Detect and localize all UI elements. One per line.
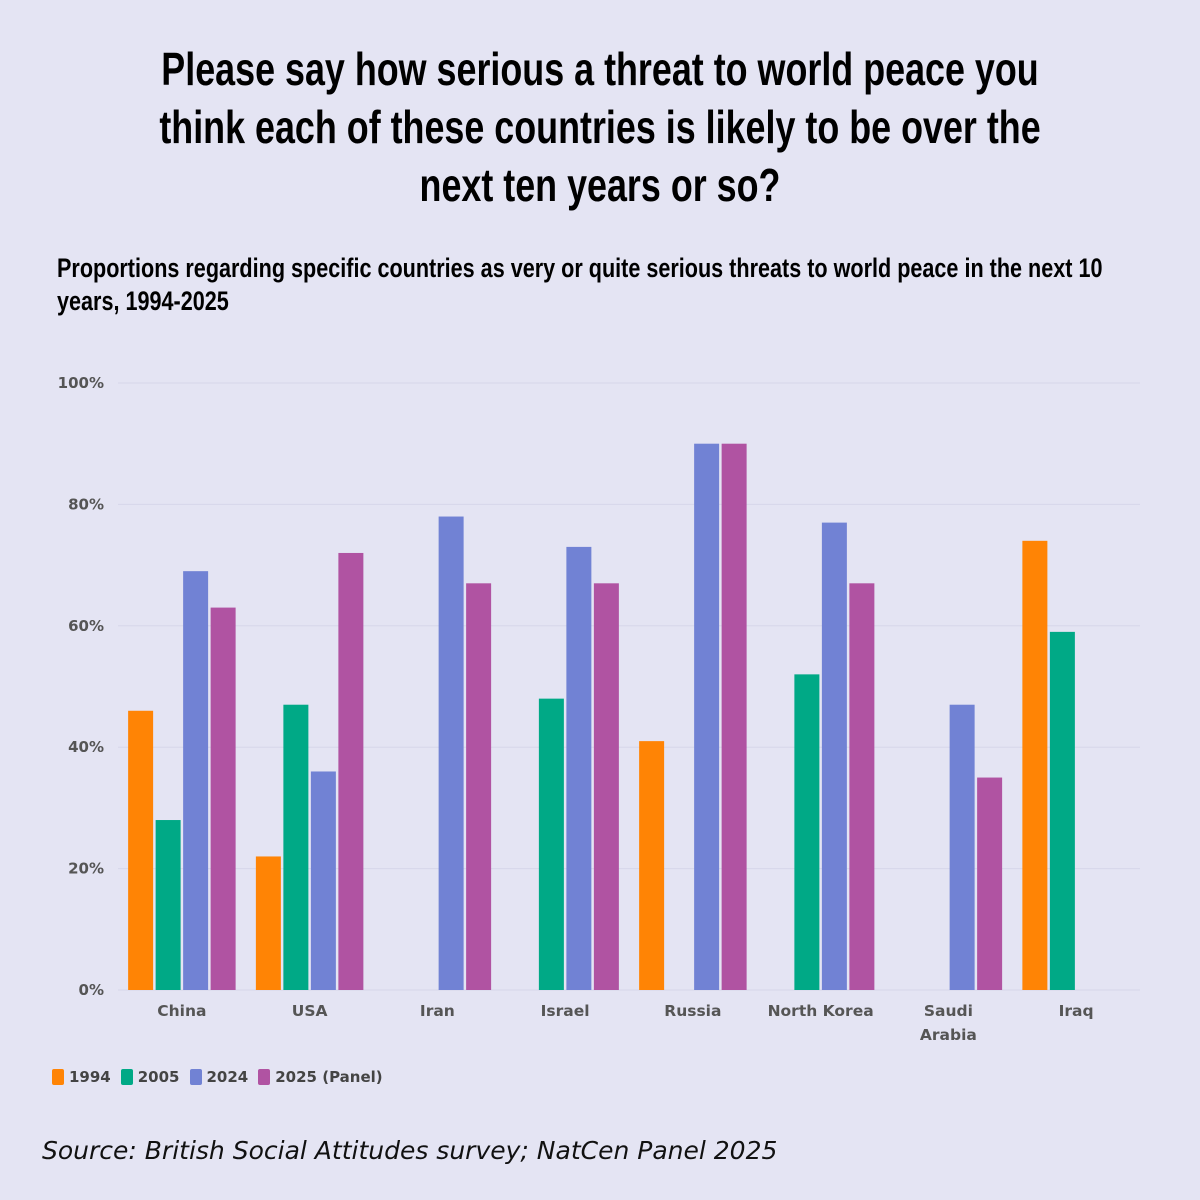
x-tick-label: Iraq (1059, 1002, 1094, 1020)
bar (794, 674, 820, 990)
bar (438, 516, 464, 990)
x-tick-label: USA (292, 1002, 328, 1020)
bar (255, 856, 281, 990)
x-tick-label: China (157, 1002, 206, 1020)
bar (283, 704, 309, 990)
bar (849, 583, 875, 990)
legend-swatch (189, 1069, 202, 1085)
chart-title: Please say how serious a threat to world… (159, 43, 1041, 211)
x-tick-label: North Korea (768, 1002, 874, 1020)
chart-subtitle: Proportions regarding specific countries… (57, 253, 1103, 316)
bar (538, 698, 564, 990)
y-tick-label: 0% (79, 981, 104, 999)
x-tick-label: Israel (541, 1002, 590, 1020)
legend-label: 1994 (69, 1068, 111, 1086)
chart-legend: 1994 2005 2024 2025 (Panel) (52, 1068, 383, 1086)
bar (721, 443, 747, 990)
legend-swatch (120, 1069, 133, 1085)
x-tick-label: Saudi Arabia (920, 1002, 977, 1044)
x-tick-label: Iran (420, 1002, 455, 1020)
y-tick-label: 20% (68, 860, 104, 878)
legend-label: 2025 (Panel) (275, 1068, 383, 1086)
legend-label: 2005 (137, 1068, 180, 1086)
bar (639, 741, 665, 990)
bar (183, 571, 209, 990)
bar-chart: 0% 20% 40% 60% 80% 100% China USA Iran Israel Russ… (58, 374, 1140, 1044)
legend-item: 2024 (189, 1068, 249, 1086)
bar (155, 820, 181, 990)
y-tick-label: 100% (58, 374, 104, 392)
legend-swatch (52, 1069, 64, 1085)
bar (1022, 540, 1048, 990)
legend-item: 1994 (52, 1068, 111, 1086)
legend-item: 2025 (Panel) (258, 1068, 383, 1086)
y-tick-label: 40% (68, 738, 104, 756)
legend-label: 2024 (206, 1068, 249, 1086)
bar (466, 583, 492, 990)
bar (310, 771, 336, 990)
bar (338, 552, 364, 990)
legend-swatch (258, 1069, 271, 1085)
y-tick-label: 80% (68, 495, 104, 513)
bar (977, 777, 1003, 990)
y-tick-label: 60% (68, 617, 104, 635)
bar (949, 704, 975, 990)
bar (210, 607, 236, 990)
bar (694, 443, 720, 990)
x-tick-label: Russia (664, 1002, 721, 1020)
bar (593, 583, 619, 990)
source-note: Source: British Social Attitudes survey;… (42, 1136, 778, 1165)
bar (566, 546, 592, 990)
legend-item: 2005 (120, 1068, 180, 1086)
bar (128, 710, 154, 990)
bar (821, 522, 847, 990)
bar (1049, 631, 1075, 990)
